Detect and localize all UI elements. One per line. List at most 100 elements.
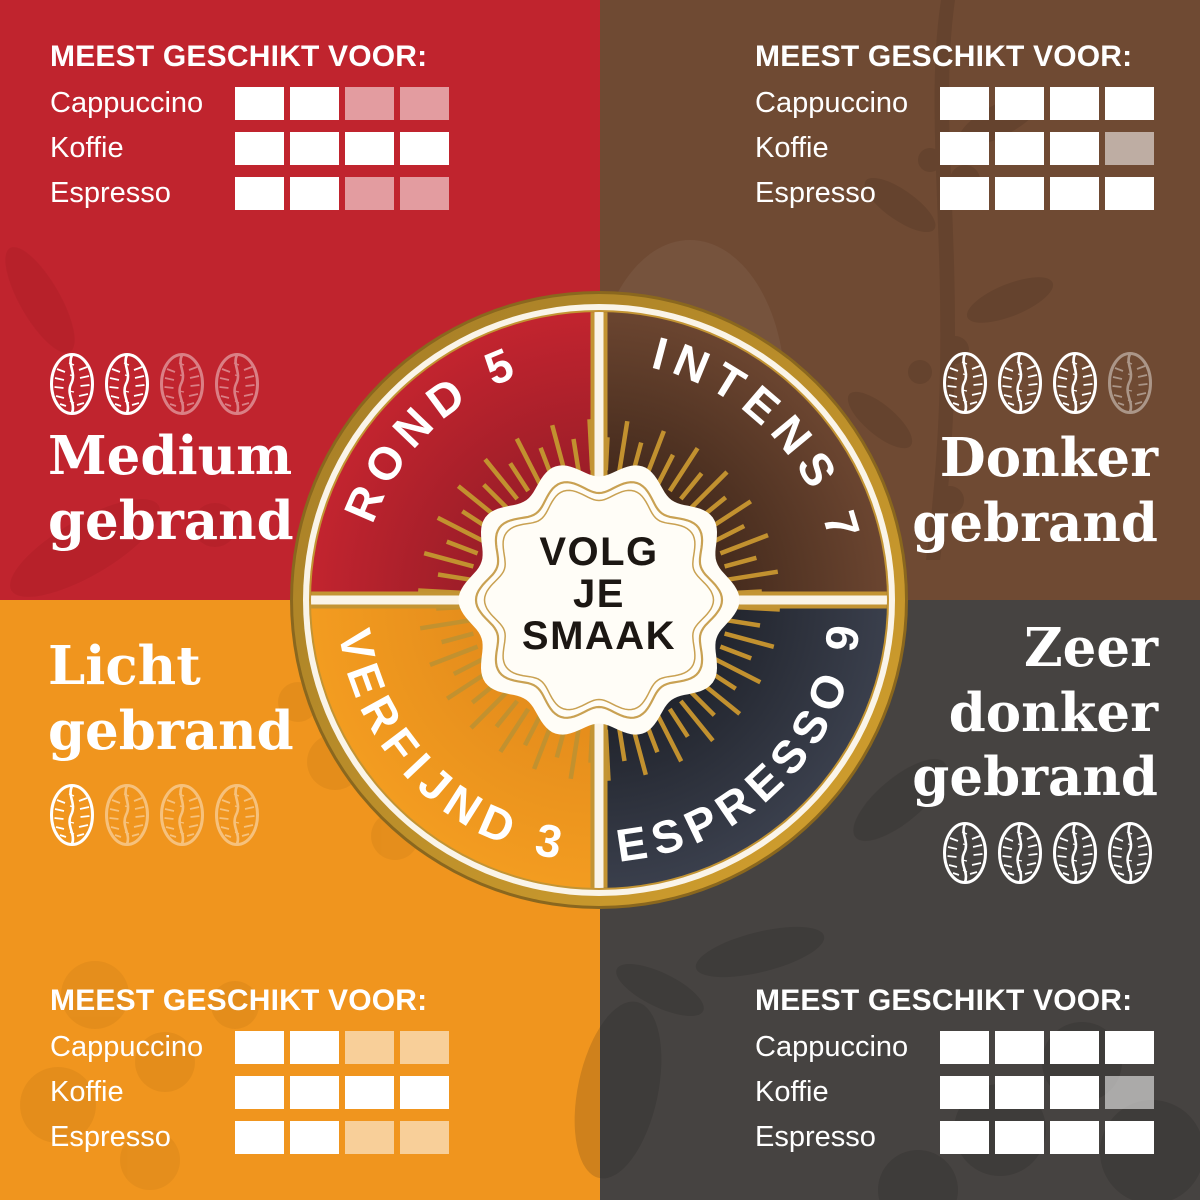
roast-title-line: gebrand (912, 746, 1158, 809)
sunburst-ray (617, 728, 627, 762)
rating-cell-filled (940, 132, 989, 165)
rating-cell-filled (290, 177, 339, 210)
rating-cells (940, 1031, 1154, 1064)
rating-cell-filled (1050, 1031, 1099, 1064)
roast-title-line: Zeer (1023, 617, 1158, 679)
suitability-row-cappuccino: Cappuccino (755, 87, 1185, 120)
suitability-row-label: Cappuccino (755, 1031, 909, 1063)
coffee-berry-pattern-orange (20, 682, 419, 1190)
rating-cell-filled (345, 132, 394, 165)
sunburst-ray (713, 523, 746, 544)
roast-title-line: gebrand (48, 699, 294, 762)
suitability-row-espresso: Espresso (50, 177, 480, 210)
sunburst-ray (429, 644, 479, 668)
roast-title-line: gebrand (912, 491, 1158, 554)
suitability-row-label: Espresso (755, 177, 876, 209)
sunburst-ray (679, 471, 704, 501)
center-badge-scallop (458, 465, 740, 735)
sunburst-ray (568, 728, 581, 780)
rating-cell-filled (1050, 132, 1099, 165)
rating-cells (940, 1076, 1154, 1109)
rating-cell-filled (235, 87, 284, 120)
rating-cell-filled (940, 1031, 989, 1064)
sunburst-ray (522, 714, 543, 747)
rating-cell-filled (940, 1076, 989, 1109)
rating-cell-filled (345, 1076, 394, 1109)
sunburst-ray (689, 470, 729, 510)
coffee-bean-icon (160, 353, 204, 415)
center-badge-slogan: VOLG JE SMAAK (449, 531, 749, 657)
rating-cell-filled (400, 132, 449, 165)
suitability-panel-zeer-donker: MEEST GESCHIKT VOOR: Cappuccino Koffie E… (755, 984, 1185, 1166)
coffee-bean-icon (943, 352, 987, 414)
rating-cells (235, 132, 449, 165)
coffee-bean-icon (105, 353, 149, 415)
suitability-panel-medium: MEEST GESCHIKT VOOR: Cappuccino Koffie E… (50, 40, 480, 222)
suitability-panel-donker: MEEST GESCHIKT VOOR: Cappuccino Koffie E… (755, 40, 1185, 222)
rating-cell-filled (1105, 1031, 1154, 1064)
rating-cell-filled (995, 1121, 1044, 1154)
rating-cell-filled (400, 1076, 449, 1109)
coffee-bean-icon (105, 784, 149, 846)
coffee-bean-icon (50, 784, 94, 846)
suitability-row-label: Cappuccino (50, 1031, 204, 1063)
coffee-bean-icon (160, 784, 204, 846)
coffee-bean-icon (1108, 352, 1152, 414)
sunburst-ray (689, 690, 716, 717)
rating-cell-empty (400, 1031, 449, 1064)
slogan-line: VOLG (539, 530, 659, 574)
rating-cell-filled (1105, 177, 1154, 210)
rating-cell-filled (995, 132, 1044, 165)
coffee-branch-pattern-red (5, 247, 237, 597)
suitability-row-label: Koffie (50, 132, 124, 164)
sunburst-ray (441, 631, 474, 645)
rating-cell-filled (235, 177, 284, 210)
rating-cell-filled (235, 1121, 284, 1154)
suitability-row-label: Cappuccino (755, 87, 909, 119)
rating-cells (940, 177, 1154, 210)
rating-cell-filled (1050, 87, 1099, 120)
roast-level-beans-donker (941, 350, 1154, 416)
roast-title-line: donker (948, 681, 1158, 744)
rating-cell-empty (400, 1121, 449, 1154)
suitability-row-label: Espresso (50, 177, 171, 209)
rating-cell-filled (290, 1076, 339, 1109)
rating-cell-filled (290, 1121, 339, 1154)
coffee-bean-icon (50, 353, 94, 415)
suitability-header: MEEST GESCHIKT VOOR: (755, 40, 1133, 73)
coffee-bean-icon (215, 353, 259, 415)
sunburst-ray (436, 515, 485, 544)
rating-cell-filled (1050, 1121, 1099, 1154)
roast-title-medium: Medium gebrand (48, 424, 294, 553)
rating-cell-filled (235, 132, 284, 165)
rating-cell-empty (400, 177, 449, 210)
sunburst-ray (667, 707, 690, 738)
suitability-header: MEEST GESCHIKT VOOR: (50, 984, 428, 1017)
sunburst-ray (469, 690, 509, 730)
suitability-row-label: Koffie (50, 1076, 124, 1108)
rating-cell-filled (995, 177, 1044, 210)
rating-cell-filled (235, 1031, 284, 1064)
rating-cells (235, 1031, 449, 1064)
suitability-row-koffie: Koffie (50, 1076, 480, 1109)
rating-cell-filled (940, 177, 989, 210)
suitability-row-koffie: Koffie (50, 132, 480, 165)
rating-cell-filled (1105, 1121, 1154, 1154)
suitability-row-espresso: Espresso (755, 177, 1185, 210)
coffee-bean-icon (1053, 822, 1097, 884)
suitability-row-espresso: Espresso (50, 1121, 480, 1154)
roast-title-line: gebrand (48, 489, 294, 552)
sunburst-ray (571, 438, 581, 472)
sunburst-ray (679, 699, 715, 743)
suitability-row-espresso: Espresso (755, 1121, 1185, 1154)
sunburst-ray (617, 420, 630, 472)
rating-cells (235, 1076, 449, 1109)
sunburst-ray (419, 618, 471, 631)
rating-cell-filled (940, 87, 989, 120)
suitability-row-koffie: Koffie (755, 132, 1185, 165)
rating-cells (940, 1121, 1154, 1154)
roast-title-line: Donker (939, 427, 1158, 489)
suitability-row-label: Cappuccino (50, 87, 204, 119)
sunburst-ray (437, 572, 471, 582)
sunburst-ray (655, 453, 676, 486)
